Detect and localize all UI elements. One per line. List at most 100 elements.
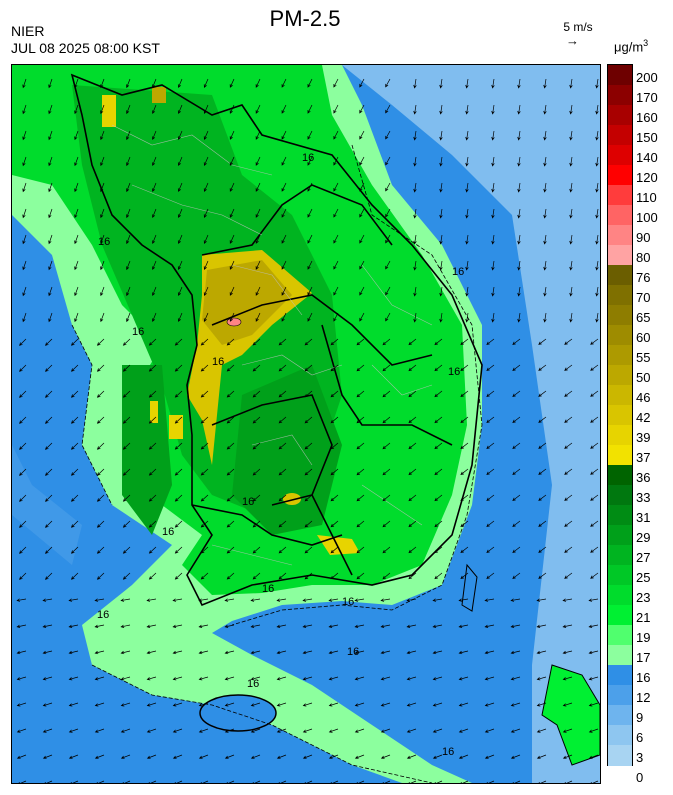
wind-arrow-icon xyxy=(177,78,183,88)
wind-arrow-icon xyxy=(177,130,183,140)
wind-arrow-icon xyxy=(564,416,573,423)
wind-arrow-icon xyxy=(151,156,157,167)
wind-arrow-icon xyxy=(304,364,313,372)
wind-arrow-icon xyxy=(16,598,27,602)
wind-arrow-icon xyxy=(203,104,209,114)
wind-arrow-icon xyxy=(94,650,105,655)
wind-arrow-icon xyxy=(19,546,27,554)
contour-label: 16 xyxy=(448,366,460,378)
wind-arrow-icon xyxy=(250,754,261,759)
wind-arrow-icon xyxy=(543,312,547,323)
wind-arrow-icon xyxy=(562,598,573,602)
wind-arrow-icon xyxy=(328,624,339,628)
wind-arrow-icon xyxy=(198,650,209,655)
wind-arrow-icon xyxy=(588,728,599,733)
colorbar-tick-label: 160 xyxy=(636,110,658,125)
colorbar-segment xyxy=(608,445,632,466)
wind-arrow-icon xyxy=(491,104,495,115)
colorbar-segment xyxy=(608,725,632,746)
wind-arrow-icon xyxy=(432,702,443,707)
wind-arrow-icon xyxy=(148,338,157,346)
wind-arrow-icon xyxy=(302,598,313,602)
wind-arrow-icon xyxy=(517,182,521,193)
wind-arrow-icon xyxy=(491,312,495,323)
wind-arrow-icon xyxy=(588,754,599,759)
wind-arrow-icon xyxy=(538,416,547,423)
wind-arrow-icon xyxy=(151,182,157,193)
wind-arrow-icon xyxy=(569,156,573,167)
wind-arrow-icon xyxy=(354,598,365,602)
wind-arrow-icon xyxy=(491,130,495,141)
wind-arrow-icon xyxy=(16,702,27,707)
wind-arrow-icon xyxy=(126,208,131,219)
wind-arrow-icon xyxy=(333,78,339,88)
colorbar-segment xyxy=(608,625,632,646)
wind-arrow-icon xyxy=(96,442,105,450)
wind-arrow-icon xyxy=(413,312,417,323)
colorbar-tick-label: 65 xyxy=(636,310,651,325)
colorbar-tick-label: 25 xyxy=(636,570,651,585)
wind-arrow-icon xyxy=(359,234,365,244)
wind-arrow-icon xyxy=(122,520,131,528)
colorbar-tick-label: 3 xyxy=(636,750,644,765)
wind-arrow-icon xyxy=(126,260,131,271)
colorbar-tick-label: 76 xyxy=(636,270,651,285)
wind-arrow-icon xyxy=(595,182,599,193)
wind-arrow-icon xyxy=(543,130,547,141)
colorbar-segment xyxy=(608,665,632,686)
wind-arrow-icon xyxy=(252,416,261,424)
wind-arrow-icon xyxy=(382,546,391,554)
wind-arrow-icon xyxy=(278,338,287,346)
wind-arrow-icon xyxy=(458,676,469,681)
boundary-south xyxy=(191,504,343,546)
wind-arrow-icon xyxy=(48,234,53,245)
wind-arrow-icon xyxy=(70,416,79,424)
wind-arrow-icon xyxy=(538,572,547,579)
wind-arrow-icon xyxy=(484,754,495,759)
wind-arrow-icon xyxy=(42,728,53,733)
wind-arrow-icon xyxy=(304,468,313,476)
wind-arrow-icon xyxy=(252,364,261,372)
wind-arrow-icon xyxy=(359,286,365,296)
wind-arrow-icon xyxy=(356,546,365,554)
wind-arrow-icon xyxy=(439,130,443,141)
wind-arrow-icon xyxy=(278,572,287,580)
wind-arrow-icon xyxy=(382,338,391,346)
wind-arrow-icon xyxy=(226,390,235,398)
wind-arrow-icon xyxy=(543,260,547,271)
wind-arrow-icon xyxy=(359,104,365,114)
wind-arrow-icon xyxy=(177,260,183,270)
wind-arrow-icon xyxy=(382,780,391,783)
colorbar-tick-label: 17 xyxy=(636,650,651,665)
wind-arrow-icon xyxy=(70,468,79,476)
wind-arrow-icon xyxy=(281,104,287,114)
western-sea-region xyxy=(12,445,82,565)
wind-arrow-icon xyxy=(42,650,53,655)
wind-arrow-icon xyxy=(408,546,417,554)
wind-arrow-icon xyxy=(200,572,209,580)
wind-arrow-icon xyxy=(562,650,573,655)
wind-arrow-icon xyxy=(198,702,209,707)
wind-arrow-icon xyxy=(439,286,443,297)
wind-arrow-icon xyxy=(356,442,365,450)
wind-arrow-icon xyxy=(590,780,599,783)
colorbar-tick-label: 16 xyxy=(636,670,651,685)
wind-arrow-icon xyxy=(68,702,79,707)
wind-arrow-icon xyxy=(406,702,417,707)
colorbar-tick-label: 23 xyxy=(636,590,651,605)
wind-arrow-icon xyxy=(45,442,53,450)
wind-arrow-icon xyxy=(588,598,599,602)
wind-arrow-icon xyxy=(151,286,157,297)
wind-arrow-icon xyxy=(517,286,521,297)
wind-arrow-icon xyxy=(250,728,261,733)
wind-arrow-icon xyxy=(276,650,287,655)
wind-arrow-icon xyxy=(590,572,599,579)
colorbar-tick-label: 50 xyxy=(636,370,651,385)
wind-arrow-icon xyxy=(126,312,131,323)
wind-arrow-icon xyxy=(19,520,27,528)
tsushima-island xyxy=(541,664,600,766)
wind-arrow-icon xyxy=(22,234,27,245)
wind-arrow-icon xyxy=(382,442,391,450)
wind-arrow-icon xyxy=(226,520,235,528)
wind-arrow-icon xyxy=(22,156,27,167)
